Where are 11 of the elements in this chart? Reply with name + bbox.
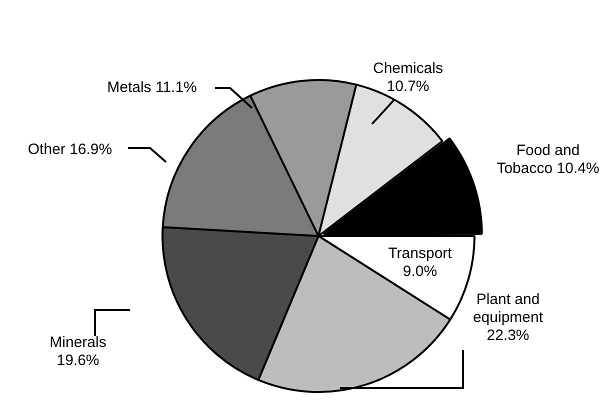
legend-label: Metals 11.1% — [107, 79, 197, 96]
data-label: 9.0% — [402, 263, 438, 280]
data-label: 19.6% — [56, 352, 100, 370]
slice-label: Chemicals — [372, 60, 444, 78]
slice-label: Plant and equipment — [472, 291, 544, 326]
data-label: 10.7% — [386, 78, 430, 96]
slice-label: Minerals — [50, 334, 106, 352]
slice-label: Food and Tobacco 10.4% — [496, 142, 600, 178]
data-label: 22.3% — [486, 327, 530, 344]
slice-label: Other 16.9% — [28, 141, 112, 158]
slice-label: Transport — [388, 245, 453, 262]
